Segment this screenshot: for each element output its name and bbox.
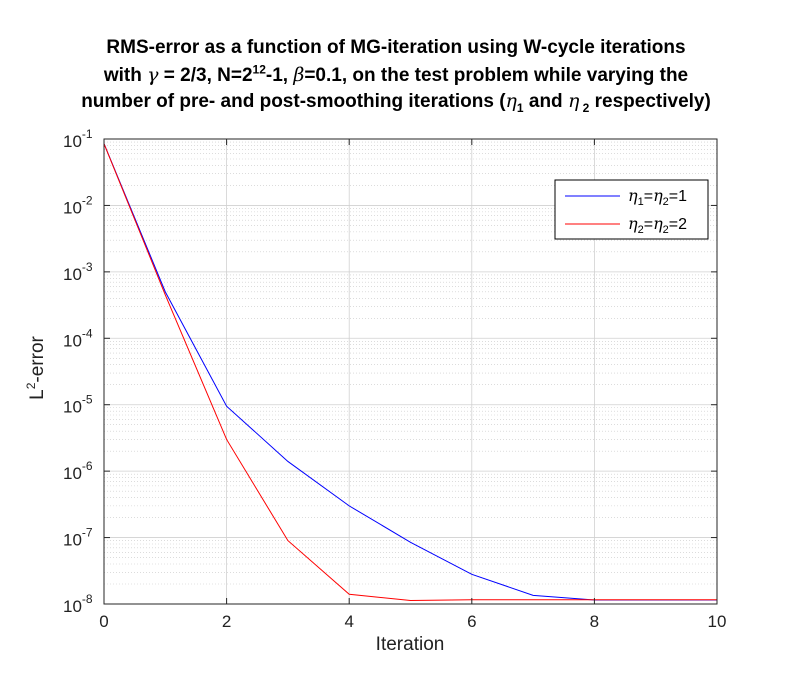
y-axis-label: L2-error [24,335,48,399]
axes-layer [103,138,718,605]
y-tick-label: 10-6 [63,459,93,483]
chart-title-line-2: with γ = 2/3, N=212-1, β=0.1, on the tes… [103,62,689,86]
y-tick-label: 10-1 [63,127,93,151]
series-line-2 [103,143,717,601]
x-tick-label: 0 [99,612,108,631]
y-tick-label: 10-3 [63,260,93,284]
y-tick-label: 10-4 [63,326,93,350]
legend-label-1: η1=η2=1 [628,186,687,208]
chart-title-line-3: number of pre- and post-smoothing iterat… [81,90,711,115]
x-tick-label: 8 [590,612,599,631]
y-tick-label: 10-2 [63,193,93,217]
tick-labels: 0 2 4 6 8 10 10-1 10-2 10-3 10-4 10-5 10-6 10-7 10-8 [63,127,726,631]
series-layer [103,143,717,601]
x-tick-label: 10 [708,612,727,631]
legend-label-2: η2=η2=2 [628,214,687,236]
chart-title-line-1: RMS-error as a function of MG-iteration … [106,37,686,58]
x-axis-label: Iteration [376,634,445,655]
legend: η1=η2=1 η2=η2=2 [554,179,709,240]
y-tick-label: 10-5 [63,393,93,417]
x-tick-label: 4 [344,612,353,631]
axes-box [103,138,718,605]
x-tick-label: 6 [467,612,476,631]
y-tick-label: 10-8 [63,592,93,616]
y-tick-label: 10-7 [63,526,93,550]
x-tick-label: 2 [222,612,231,631]
legend-box [554,179,709,240]
